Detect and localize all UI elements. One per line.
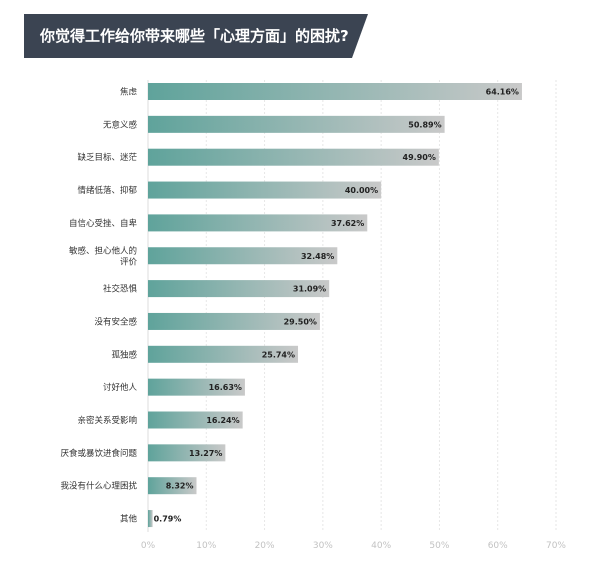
bar bbox=[148, 510, 153, 528]
bar-value-label: 37.62% bbox=[331, 219, 364, 228]
bar bbox=[148, 148, 439, 166]
category-label: 我没有什么心理困扰 bbox=[60, 481, 137, 492]
category-label: 评价 bbox=[120, 257, 138, 267]
bar bbox=[148, 214, 368, 232]
bar-value-label: 0.79% bbox=[154, 515, 182, 524]
bar bbox=[148, 312, 320, 330]
bar bbox=[148, 115, 445, 133]
category-label: 厌食或暴饮进食问题 bbox=[60, 448, 137, 459]
x-tick-label: 30% bbox=[313, 541, 333, 551]
bar-value-label: 16.24% bbox=[206, 416, 239, 425]
category-label: 没有安全感 bbox=[94, 316, 137, 327]
category-label: 缺乏目标、迷茫 bbox=[77, 152, 137, 163]
x-tick-label: 40% bbox=[371, 541, 391, 551]
bar bbox=[148, 378, 245, 396]
bar bbox=[148, 181, 382, 199]
x-tick-label: 50% bbox=[429, 541, 449, 551]
x-tick-label: 0% bbox=[141, 541, 156, 551]
category-label: 讨好他人 bbox=[103, 382, 138, 393]
x-tick-label: 60% bbox=[488, 541, 508, 551]
grid-lines bbox=[147, 80, 557, 532]
bar-value-label: 16.63% bbox=[209, 383, 242, 392]
bar-value-label: 49.90% bbox=[403, 153, 436, 162]
bar bbox=[148, 247, 338, 265]
category-label: 孤独感 bbox=[111, 349, 137, 360]
bar bbox=[148, 345, 299, 363]
category-label: 自信心受挫、自卑 bbox=[69, 218, 138, 229]
bar bbox=[148, 444, 226, 462]
bar-value-label: 8.32% bbox=[166, 482, 194, 491]
x-tick-label: 10% bbox=[196, 541, 216, 551]
bar bbox=[148, 411, 243, 429]
category-label: 社交恐惧 bbox=[103, 284, 138, 295]
bar-value-label: 31.09% bbox=[293, 285, 326, 294]
category-label: 亲密关系受影响 bbox=[77, 415, 137, 426]
bar bbox=[148, 83, 522, 100]
bar-value-label: 50.89% bbox=[408, 120, 441, 129]
x-tick-label: 70% bbox=[546, 541, 566, 551]
bar-value-label: 13.27% bbox=[189, 449, 222, 458]
bar bbox=[148, 280, 330, 298]
category-label: 敏感、担心他人的 bbox=[69, 245, 137, 256]
bars bbox=[148, 83, 522, 528]
category-label: 其他 bbox=[120, 514, 138, 525]
chart-title: 你觉得工作给你带来哪些「心理方面」的困扰? bbox=[40, 27, 349, 45]
bar-value-label: 25.74% bbox=[262, 350, 295, 359]
bar-value-label: 29.50% bbox=[284, 317, 317, 326]
category-label: 焦虑 bbox=[120, 87, 138, 98]
category-label: 无意义感 bbox=[103, 119, 138, 130]
x-tick-label: 20% bbox=[255, 541, 275, 551]
bar-value-label: 64.16% bbox=[486, 88, 519, 97]
bar-value-label: 32.48% bbox=[301, 252, 334, 261]
category-label: 情绪低落、抑郁 bbox=[77, 185, 137, 196]
bar bbox=[148, 477, 197, 495]
bar-value-label: 40.00% bbox=[345, 186, 378, 195]
title-banner: 你觉得工作给你带来哪些「心理方面」的困扰? bbox=[24, 14, 368, 58]
labels: 0% 10% 20% 30% 40% 50% 60% 70% 64.16% 焦虑 50.89% 无意义… bbox=[60, 87, 566, 552]
